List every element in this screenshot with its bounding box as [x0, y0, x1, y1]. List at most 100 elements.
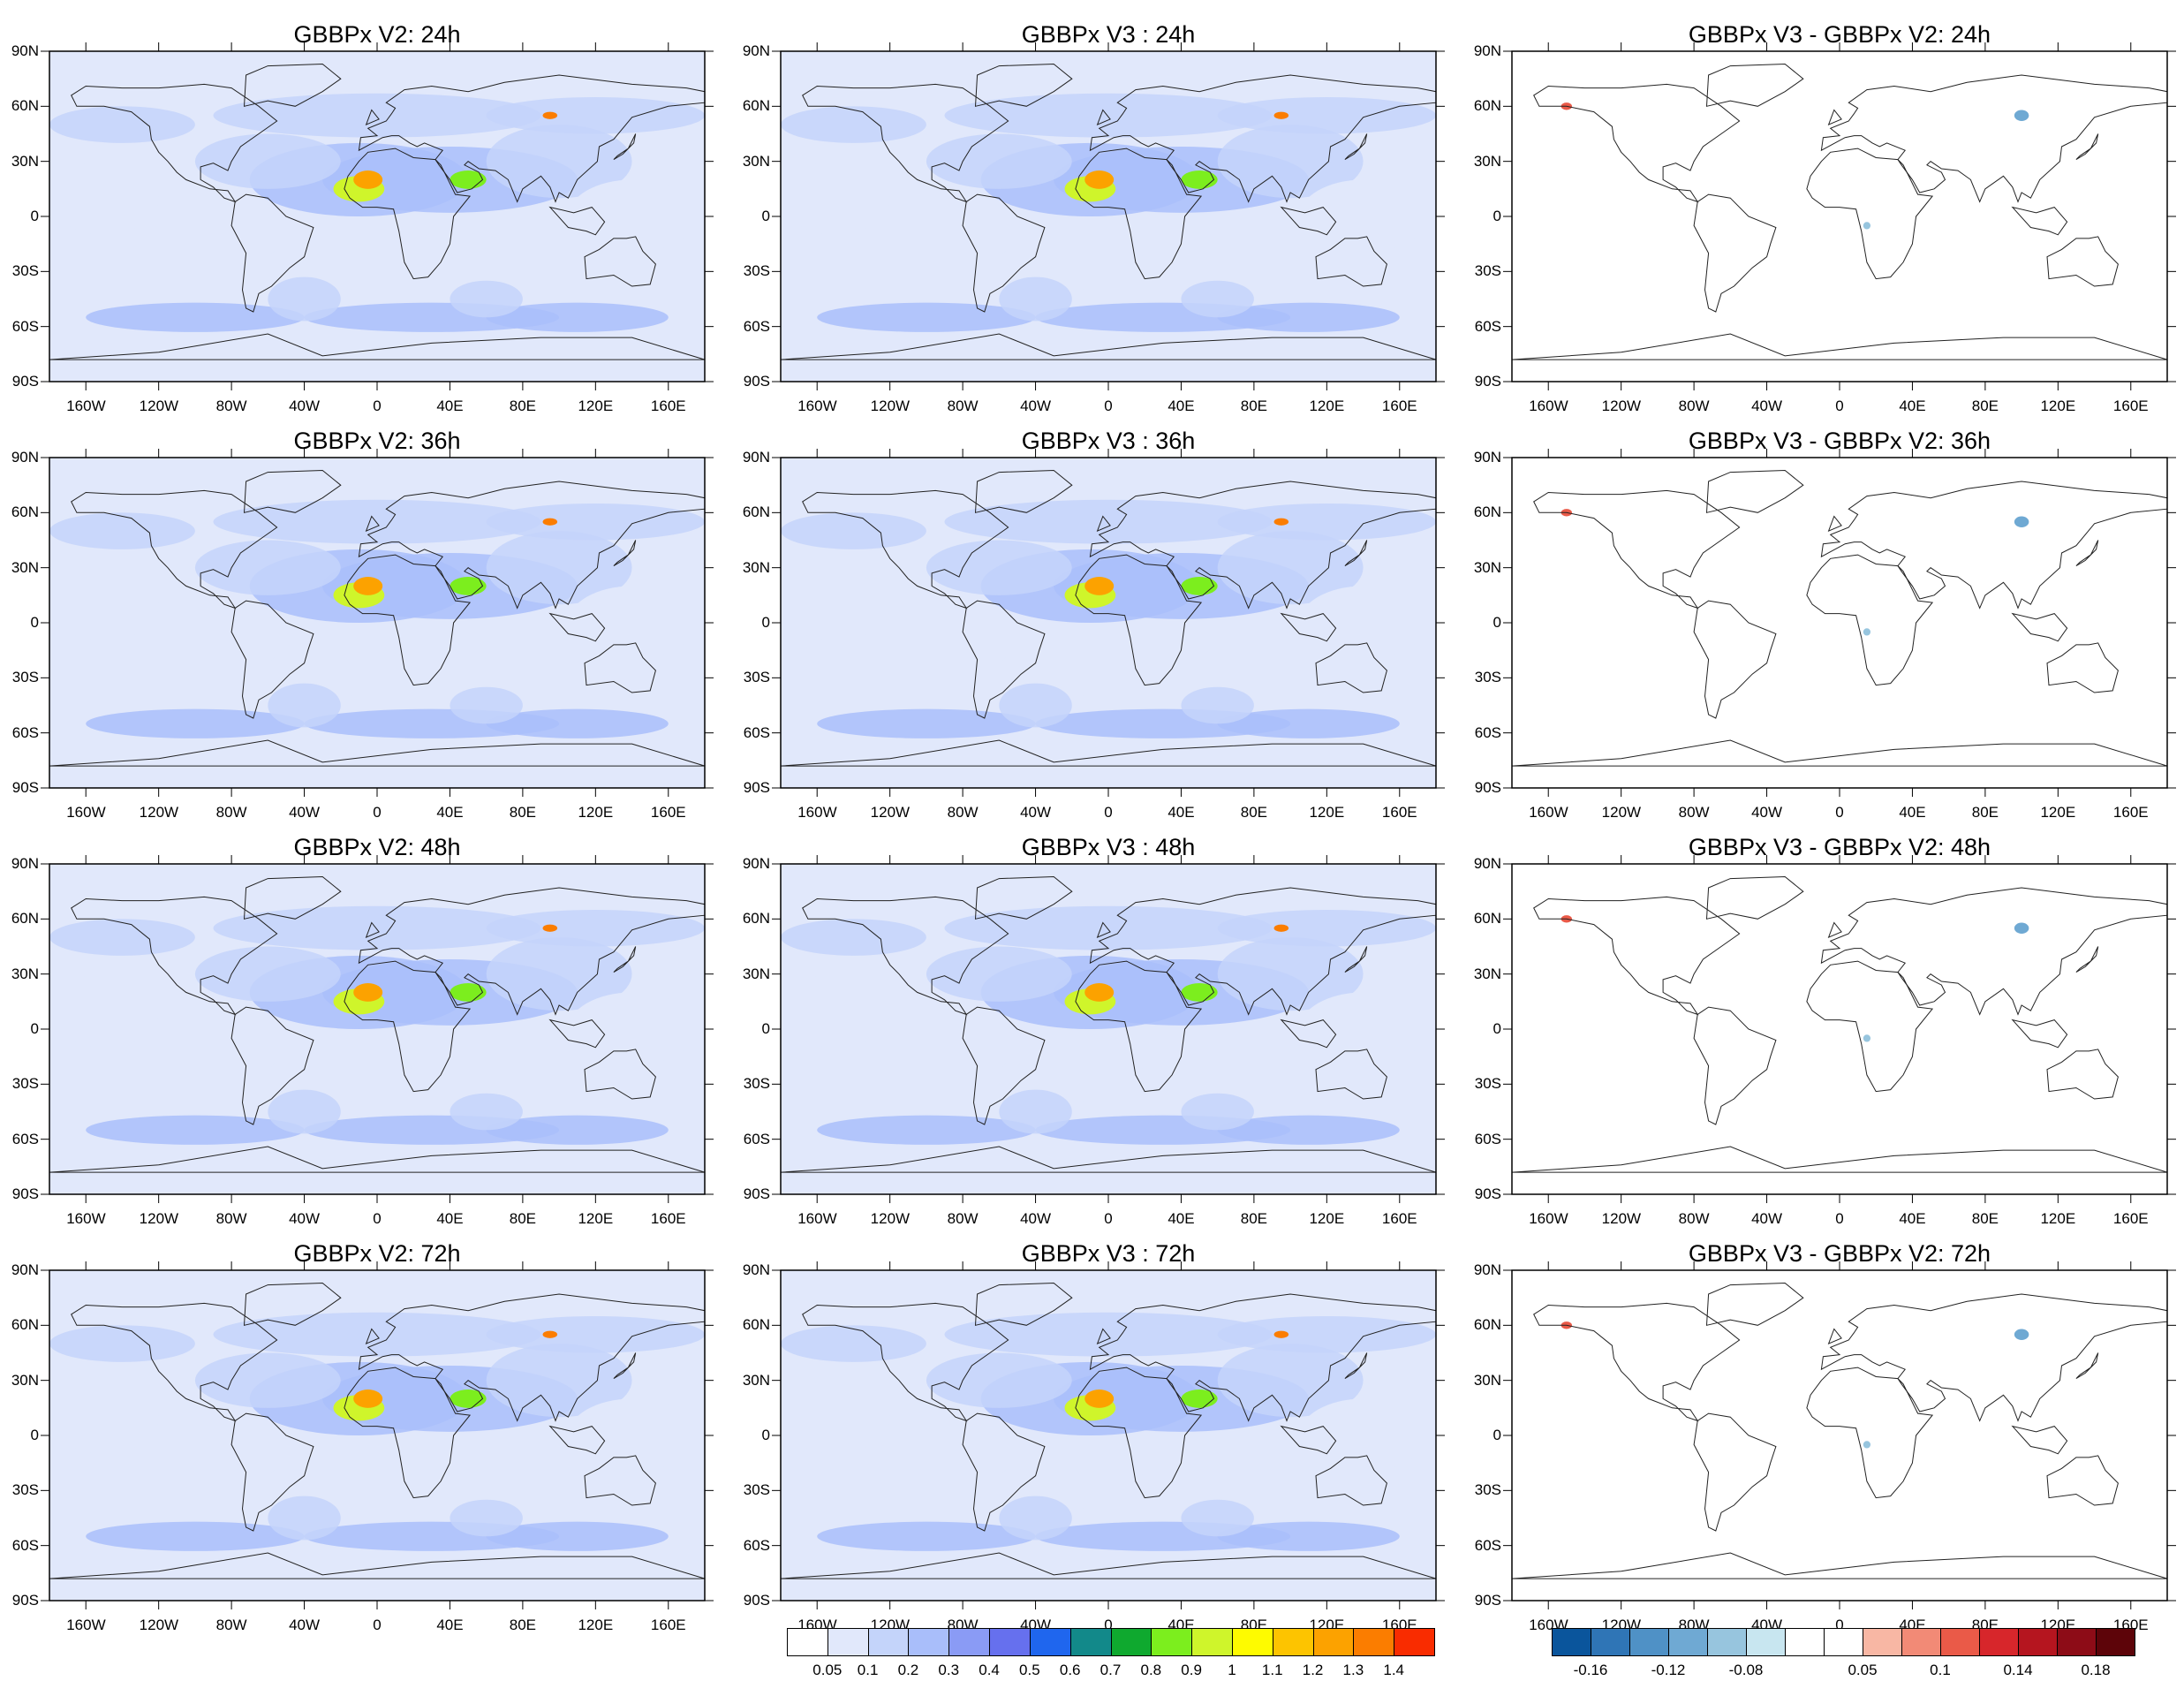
lon-label: 120E	[2040, 398, 2076, 414]
coastline	[1344, 946, 1368, 973]
coastline	[1089, 1293, 1437, 1422]
lon-label: 0	[373, 1210, 382, 1227]
lat-label: 90N	[11, 42, 39, 59]
map-frame	[1511, 863, 2168, 1195]
map-canvas	[1503, 449, 2176, 797]
colorbar-swatch	[948, 1628, 991, 1656]
coastline	[2046, 236, 2119, 287]
coastline	[802, 896, 1009, 1016]
lat-label: 30S	[11, 1481, 39, 1499]
aerosol-field-patch	[1299, 992, 1427, 1066]
difference-patch	[2014, 516, 2029, 527]
aerosol-field-patch	[944, 499, 1273, 544]
coastline	[1315, 236, 1387, 287]
colorbar-label: 1.3	[1342, 1662, 1364, 1678]
colorbar-swatch	[908, 1628, 950, 1656]
lon-label: 80W	[215, 1210, 247, 1227]
colorbar-label: 0.2	[897, 1662, 919, 1678]
lon-label: 40E	[436, 1210, 464, 1227]
aerosol-field-patch	[431, 1038, 614, 1094]
colorbar-swatch	[1746, 1628, 1786, 1656]
aerosol-field-patch	[781, 512, 926, 549]
lat-label: 0	[761, 208, 770, 224]
coastline	[2046, 642, 2119, 693]
coastline	[780, 1552, 1437, 1579]
high-concentration-plume	[353, 170, 383, 189]
coastline	[1693, 1412, 1777, 1532]
coastline	[1511, 1552, 2168, 1579]
coastline	[613, 133, 637, 161]
coastline	[802, 489, 1009, 610]
aerosol-field-patch	[486, 503, 705, 541]
aerosol-field-patch	[926, 133, 1072, 189]
lat-label: 60S	[743, 1536, 770, 1554]
high-concentration-plume	[1084, 983, 1115, 1002]
lat-label: 0	[1493, 614, 1501, 631]
colorbar-swatch	[1272, 1628, 1314, 1656]
lat-label: 90S	[1474, 779, 1501, 796]
map-frame	[1511, 50, 2168, 382]
map-panel-diff-24h: GBBPx V3 - GBBPx V2: 24h 90N 60N 30N 0 30S 60S…	[1474, 21, 2176, 414]
coastline	[2046, 1455, 2119, 1506]
coastline	[1096, 515, 1111, 533]
coastline	[1820, 887, 2168, 1016]
lat-label: 90N	[11, 449, 39, 466]
lat-label: 30N	[742, 152, 770, 170]
lat-label: 60N	[11, 1316, 39, 1334]
colorbar-swatch	[1353, 1628, 1395, 1656]
lon-label: 160E	[650, 804, 686, 821]
lon-label: 120E	[2040, 1210, 2076, 1227]
lon-label: 0	[1104, 804, 1113, 821]
lon-label: 120E	[578, 398, 614, 414]
high-concentration-plume	[1181, 170, 1218, 189]
lon-label: 160E	[2112, 1210, 2149, 1227]
coastline	[230, 1412, 314, 1532]
lat-label: 90N	[742, 42, 770, 59]
aerosol-field-patch	[486, 96, 705, 134]
colorbar-label: 0.5	[1019, 1662, 1040, 1678]
lat-label: 60N	[11, 910, 39, 928]
aerosol-field-patch	[568, 179, 696, 254]
lon-label: 160W	[797, 804, 837, 821]
coastline	[1693, 193, 1777, 313]
colorbar-swatch	[1707, 1628, 1747, 1656]
lon-label: 40W	[289, 804, 321, 821]
lon-label: 40E	[1168, 398, 1195, 414]
lon-label: 120E	[578, 1210, 614, 1227]
aerosol-field-patch	[268, 683, 341, 728]
coastline	[1820, 1293, 2168, 1422]
map-panel-diff-72h: GBBPx V3 - GBBPx V2: 72h 90N 60N 30N 0 30S 60S…	[1474, 1240, 2176, 1633]
lon-label: 80W	[215, 804, 247, 821]
lat-label: 90N	[742, 449, 770, 466]
aerosol-field-patch	[1217, 708, 1400, 738]
aerosol-field-patch	[486, 1521, 669, 1551]
lon-label: 40W	[1751, 398, 1783, 414]
map-panel-v3-24h: GBBPx V3 : 24h 90N 60N 30N 0 30S 60S 90S 160W 120…	[743, 21, 1445, 414]
lon-label: 0	[1104, 1617, 1113, 1633]
map-canvas	[772, 449, 1445, 797]
aerosol-field-patch	[213, 93, 541, 138]
lon-label: 120W	[139, 804, 179, 821]
lat-label: 0	[761, 1427, 770, 1443]
colorbar-swatch	[1552, 1628, 1591, 1656]
coastline	[1820, 481, 2168, 610]
colorbar-swatch	[2096, 1628, 2135, 1656]
map-panel-v2-48h: GBBPx V2: 48h 90N 60N 30N 0 30S 60S 90S 160W 120W…	[11, 834, 714, 1227]
map-canvas	[1503, 42, 2176, 390]
aerosol-field-patch	[1217, 1344, 1364, 1418]
lat-label: 0	[30, 1020, 39, 1037]
lon-label: 0	[1835, 804, 1844, 821]
coastline	[962, 600, 1046, 719]
aerosol-field-patch	[999, 640, 1145, 697]
lat-label: 30S	[743, 1075, 770, 1093]
coastline	[1693, 1006, 1777, 1125]
coastline	[1533, 489, 1741, 610]
lat-label: 30S	[11, 1075, 39, 1093]
coastline	[1344, 133, 1368, 161]
coastline	[974, 875, 1073, 920]
coastline	[1693, 600, 1777, 719]
lat-label: 90S	[743, 1592, 770, 1609]
colorbar-label: 1.2	[1302, 1662, 1324, 1678]
coastline	[1827, 1328, 1842, 1345]
colorbar-swatch	[1863, 1628, 1902, 1656]
